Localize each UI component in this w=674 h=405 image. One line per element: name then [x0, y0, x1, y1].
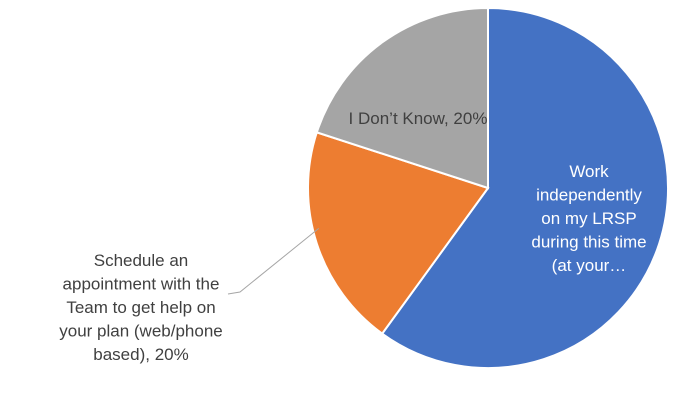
data-label-work-independently: Work independently on my LRSP during this t…: [531, 162, 646, 275]
data-label-schedule-appointment-line: Team to get help on: [66, 298, 215, 317]
slice-work-independently: [380, 6, 669, 369]
data-label-schedule-appointment-line: based), 20%: [93, 345, 188, 364]
data-label-work-independently-line: Work: [569, 162, 609, 181]
data-label-i-dont-know: I Don’t Know, 20%: [349, 109, 488, 128]
slice-i-dont-know: [315, 6, 489, 190]
slice-schedule-appointment: [307, 131, 490, 336]
slices-layer: [307, 6, 669, 369]
data-label-schedule-appointment-line: appointment with the: [63, 275, 220, 294]
data-label-i-dont-know-line: I Don’t Know, 20%: [349, 109, 488, 128]
leader-lines-layer: [227, 227, 320, 295]
data-label-work-independently-line: independently: [536, 186, 642, 205]
data-labels-layer: Work independently on my LRSP during this t…: [59, 109, 646, 364]
data-label-schedule-appointment: Schedule an appointment with the Team to g…: [59, 251, 223, 364]
data-label-work-independently-line: (at your…: [552, 256, 627, 275]
data-label-work-independently-line: during this time: [531, 233, 646, 252]
data-label-work-independently-line: on my LRSP: [541, 209, 636, 228]
leader-line-schedule-appointment: [227, 227, 320, 295]
data-label-schedule-appointment-line: Schedule an: [94, 251, 189, 270]
data-label-schedule-appointment-line: your plan (web/phone: [59, 322, 223, 341]
